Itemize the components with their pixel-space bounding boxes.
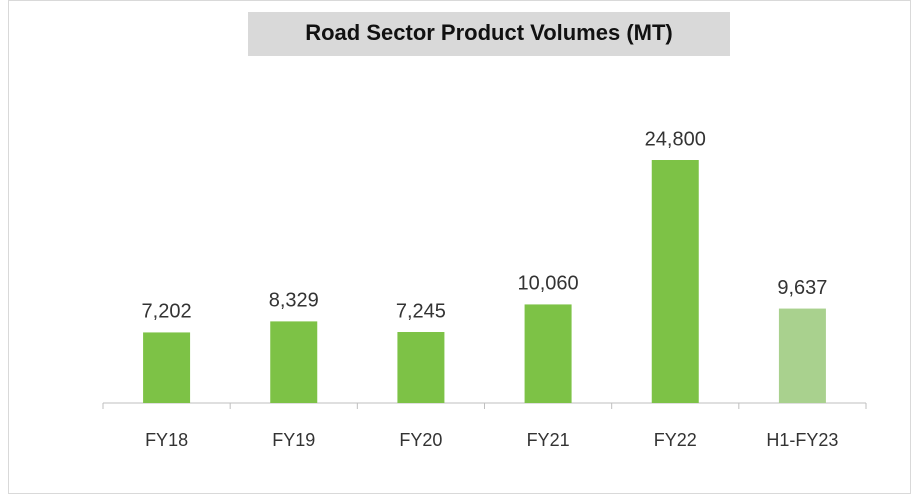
bar bbox=[270, 321, 318, 403]
x-tick-label: FY21 bbox=[527, 430, 570, 450]
data-label: 7,202 bbox=[142, 301, 192, 323]
bar bbox=[143, 332, 191, 403]
data-label: 24,800 bbox=[645, 128, 706, 150]
x-tick-label: H1-FY23 bbox=[766, 430, 838, 450]
data-label: 10,060 bbox=[517, 273, 578, 295]
x-tick-label: FY18 bbox=[145, 430, 188, 450]
x-tick-label: FY20 bbox=[399, 430, 442, 450]
bar bbox=[397, 332, 445, 403]
data-label: 7,245 bbox=[396, 300, 446, 322]
bar bbox=[778, 308, 826, 403]
bar bbox=[651, 160, 699, 403]
data-label: 9,637 bbox=[777, 277, 827, 299]
bar bbox=[524, 304, 572, 403]
chart-title: Road Sector Product Volumes (MT) bbox=[305, 20, 673, 45]
title-box bbox=[248, 12, 730, 56]
chart-border bbox=[8, 0, 911, 494]
x-tick-label: FY22 bbox=[654, 430, 697, 450]
data-label: 8,329 bbox=[269, 290, 319, 312]
x-tick-label: FY19 bbox=[272, 430, 315, 450]
